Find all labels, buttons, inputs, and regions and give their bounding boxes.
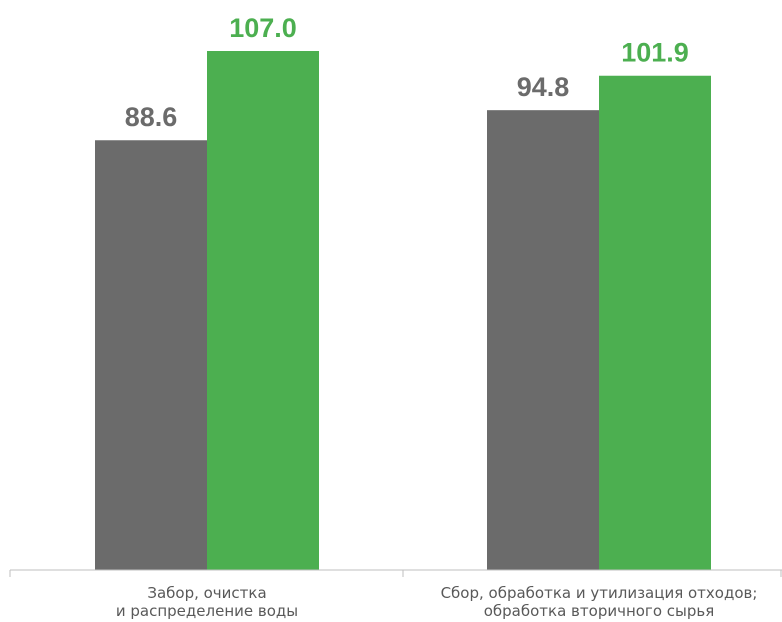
value-label-series2-cat1: 107.0 bbox=[229, 13, 297, 43]
value-label-series1-cat1: 88.6 bbox=[125, 102, 178, 132]
bar-series2-cat1 bbox=[207, 51, 319, 570]
category-label-2-line-2: обработка вторичного сырья bbox=[484, 602, 715, 620]
value-label-series1-cat2: 94.8 bbox=[517, 72, 570, 102]
value-labels-group: 88.6 94.8 107.0 101.9 bbox=[125, 13, 689, 132]
bar-series2-cat2 bbox=[599, 75, 711, 571]
category-label-1-line-1: Забор, очистка bbox=[147, 584, 266, 602]
x-axis-ticks bbox=[9, 570, 782, 577]
bar-series1-cat2 bbox=[487, 110, 599, 571]
category-label-1-line-2: и распределение воды bbox=[116, 602, 298, 620]
bar-series1-cat1 bbox=[95, 140, 207, 570]
value-label-series2-cat2: 101.9 bbox=[621, 38, 689, 68]
category-label-2-line-1: Сбор, обработка и утилизация отходов; bbox=[441, 584, 758, 602]
bars-group bbox=[95, 51, 711, 571]
